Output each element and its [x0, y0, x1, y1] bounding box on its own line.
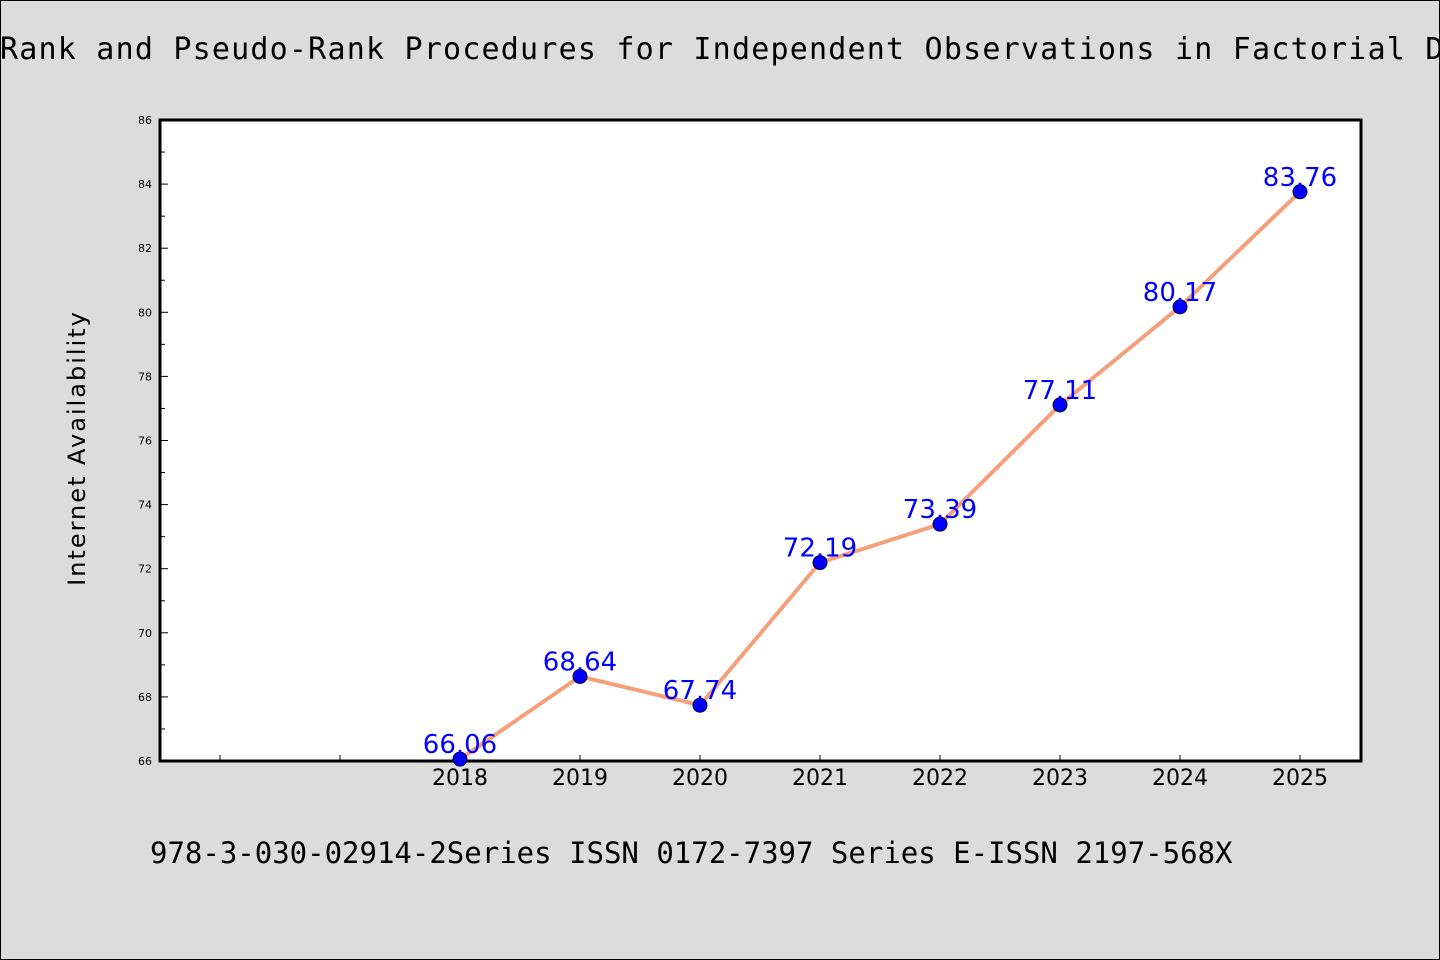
y-axis-label: Internet Availability	[63, 310, 91, 586]
x-tick-label: 2023	[1032, 766, 1088, 791]
y-tick-label: 86	[138, 114, 152, 127]
x-tick-label: 2020	[672, 766, 728, 791]
y-tick-label: 78	[138, 370, 152, 383]
footer-isbn-issn: 978-3-030-02914-2Series ISSN 0172-7397 S…	[150, 836, 1233, 870]
y-tick-label: 84	[138, 178, 152, 191]
y-tick-label: 72	[138, 563, 152, 576]
y-tick-label: 82	[138, 242, 152, 255]
data-label: 68.64	[543, 647, 617, 677]
data-point-marker	[572, 668, 588, 684]
series-line	[458, 189, 1302, 762]
y-tick-label: 66	[138, 755, 152, 768]
data-point-marker	[932, 516, 948, 532]
x-tick-label: 2018	[432, 766, 488, 791]
data-label: 77.11	[1023, 376, 1097, 406]
data-label: 80.17	[1143, 278, 1217, 308]
data-point-marker	[1292, 184, 1308, 200]
x-tick-label: 2024	[1152, 766, 1208, 791]
data-point-marker	[812, 555, 828, 571]
x-axis: 2018 2019 2020 2021 2022 2023 2024 2025	[219, 755, 1328, 791]
data-point-marker	[452, 751, 468, 767]
x-tick-label: 2021	[792, 766, 848, 791]
data-point-marker	[1052, 397, 1068, 413]
data-label: 67.74	[663, 676, 737, 706]
plot-area	[158, 118, 1363, 763]
data-label: 73.39	[903, 495, 977, 525]
y-tick-label: 76	[138, 435, 152, 448]
y-tick-label: 80	[138, 306, 152, 319]
data-label: 83.76	[1263, 163, 1337, 193]
data-label: 72.19	[783, 534, 857, 564]
chart-title: Rank and Pseudo-Rank Procedures for Inde…	[0, 32, 1440, 67]
data-point-marker	[692, 697, 708, 713]
data-point-marker	[1172, 299, 1188, 315]
y-tick-label: 74	[138, 499, 152, 512]
y-tick-label: 70	[138, 627, 152, 640]
x-tick-label: 2019	[552, 766, 608, 791]
x-tick-label: 2022	[912, 766, 968, 791]
series-layer: 66.06 68.64 67.74 72.19 73.39 77.11 80.17 83.76	[423, 163, 1337, 767]
y-tick-label: 68	[138, 691, 152, 704]
x-tick-label: 2025	[1272, 766, 1328, 791]
y-axis: 66 68 70 72 74 76 78 80 82 84 86	[138, 114, 168, 768]
data-label: 66.06	[423, 730, 497, 760]
